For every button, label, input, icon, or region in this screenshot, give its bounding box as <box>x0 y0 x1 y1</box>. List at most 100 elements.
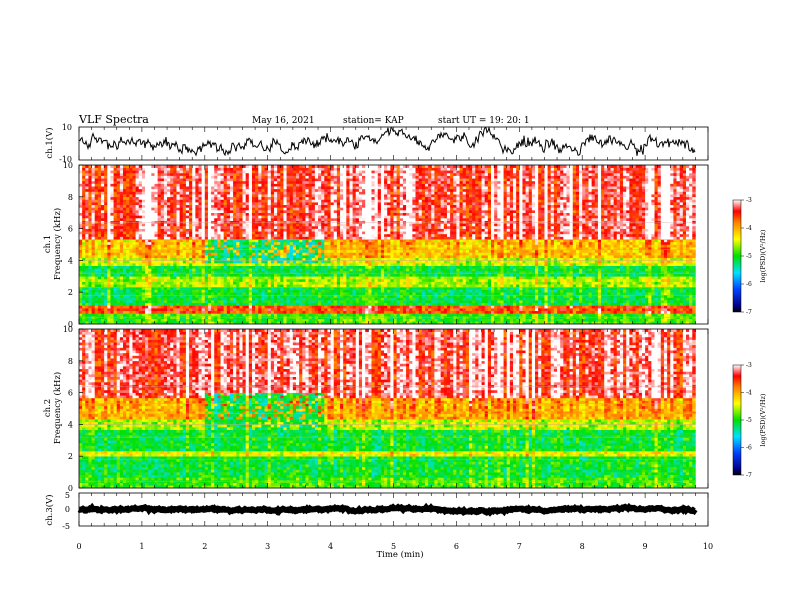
spectrogram-cell <box>120 279 123 282</box>
spectrogram-cell <box>129 268 132 271</box>
spectrogram-cell <box>132 245 135 248</box>
spectrogram-cell <box>117 245 120 248</box>
spectrogram-cell <box>98 234 101 237</box>
spectrogram-cell <box>117 184 120 187</box>
spectrogram-cell <box>117 242 120 245</box>
spectrogram-cell <box>129 279 132 282</box>
spectrogram-cell <box>117 194 120 197</box>
spectrogram-cell <box>139 173 142 176</box>
spectrogram-cell <box>136 231 139 234</box>
spectrogram-cell <box>126 308 129 311</box>
spectrogram-cell <box>114 194 117 197</box>
spectrogram-cell <box>95 282 98 285</box>
spectrogram-cell <box>104 311 107 314</box>
spectrogram-cell <box>82 303 85 306</box>
spectrogram-cell <box>129 313 132 316</box>
spectrogram-cell <box>120 247 123 250</box>
spectrogram-cell <box>132 173 135 176</box>
spectrogram-cell <box>101 242 104 245</box>
spectrogram-cell <box>142 234 145 237</box>
spectrogram-cell <box>85 168 88 171</box>
spectrogram-cell <box>129 255 132 258</box>
spectrogram-cell <box>126 305 129 308</box>
spectrogram-cell <box>98 260 101 263</box>
spectrogram-cell <box>95 231 98 234</box>
spectrogram-cell <box>104 266 107 269</box>
spectrogram-cell <box>101 305 104 308</box>
spectrogram-cell <box>95 274 98 277</box>
spectrogram-cell <box>107 245 110 248</box>
spectrogram-cell <box>132 237 135 240</box>
spectrogram-cell <box>101 274 104 277</box>
spectrogram-cell <box>104 207 107 210</box>
spectrogram-cell <box>92 282 95 285</box>
spectrogram-cell <box>82 237 85 240</box>
spectrogram-cell <box>95 165 98 168</box>
spectrogram-cell <box>136 303 139 306</box>
spectrogram-cell <box>88 184 91 187</box>
spectrogram-cell <box>95 247 98 250</box>
spectrogram-cell <box>88 178 91 181</box>
spectrogram-cell <box>114 186 117 189</box>
spectrogram-cell <box>120 178 123 181</box>
spectrogram-cell <box>107 186 110 189</box>
spectrogram-cell <box>110 189 113 192</box>
spectrogram-cell <box>136 308 139 311</box>
spectrogram-cell <box>95 260 98 263</box>
spectrogram-cell <box>129 308 132 311</box>
spectrogram-cell <box>136 234 139 237</box>
spectrogram-cell <box>148 300 151 303</box>
spectrogram-cell <box>104 165 107 168</box>
spectrogram-cell <box>123 197 126 200</box>
spectrogram-cell <box>117 284 120 287</box>
spectrogram-cell <box>107 184 110 187</box>
spectrogram-cell <box>95 192 98 195</box>
spectrogram-cell <box>88 199 91 202</box>
spectrogram-cell <box>101 268 104 271</box>
spectrogram-cell <box>107 303 110 306</box>
spectrogram-cell <box>123 276 126 279</box>
spectrogram-cell <box>120 223 123 226</box>
figure-title: VLF Spectra <box>78 113 149 126</box>
spectrogram-cell <box>107 308 110 311</box>
spectrogram-cell <box>148 303 151 306</box>
spectrogram-cell <box>101 194 104 197</box>
spectrogram-cell <box>92 194 95 197</box>
spectrogram-cell <box>82 245 85 248</box>
spectrogram-cell <box>142 205 145 208</box>
spectrogram-cell <box>104 205 107 208</box>
spectrogram-cell <box>120 197 123 200</box>
spectrogram-cell <box>139 184 142 187</box>
spectrogram-cell <box>79 242 82 245</box>
spectrogram-cell <box>129 205 132 208</box>
spectrogram-cell <box>79 173 82 176</box>
spectrogram-cell <box>142 165 145 168</box>
spectrogram-cell <box>142 192 145 195</box>
spectrogram-cell <box>142 218 145 221</box>
spectrogram-cell <box>136 268 139 271</box>
spectrogram-cell <box>110 245 113 248</box>
spectrogram-cell <box>98 215 101 218</box>
spectrogram-cell <box>101 282 104 285</box>
spectrogram-cell <box>101 170 104 173</box>
spectrogram-cell <box>120 186 123 189</box>
spectrogram-cell <box>114 189 117 192</box>
spectrogram-cell <box>110 202 113 205</box>
spectrogram-cell <box>88 226 91 229</box>
spectrogram-cell <box>82 205 85 208</box>
spectrogram-cell <box>129 192 132 195</box>
spectrogram-cell <box>98 202 101 205</box>
spectrogram-cell <box>82 279 85 282</box>
spectrogram-cell <box>92 231 95 234</box>
spectrogram-cell <box>88 303 91 306</box>
spectrogram-cell <box>95 292 98 295</box>
start-time-label: start UT = 19: 20: 1 <box>438 116 530 126</box>
spectrogram-cell <box>110 199 113 202</box>
spectrogram-cell <box>88 234 91 237</box>
spectrogram-cell <box>114 237 117 240</box>
spectrogram-cell <box>85 218 88 221</box>
spectrogram-cell <box>120 176 123 179</box>
spectrogram-cell <box>79 192 82 195</box>
spectrogram-cell <box>114 271 117 274</box>
spectrogram-cell <box>104 247 107 250</box>
